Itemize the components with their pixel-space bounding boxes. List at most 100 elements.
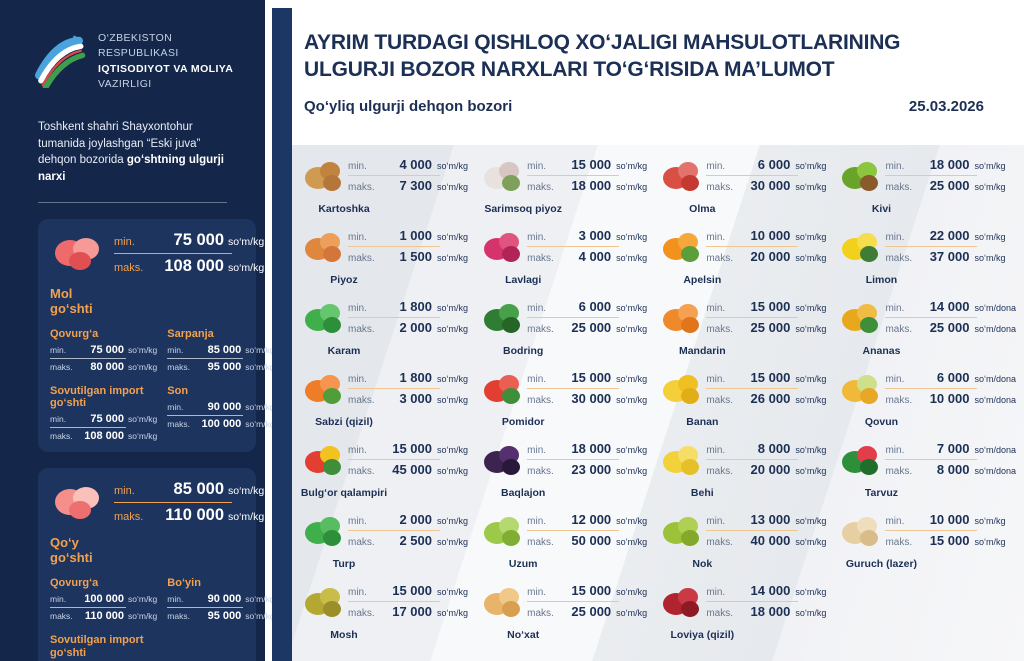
maks-label: maks. — [348, 608, 375, 619]
price-maks-line: maks. 25 000 so‘m/kg — [527, 320, 647, 335]
price-divider — [885, 529, 978, 531]
maks-unit: so‘m/kg — [616, 466, 648, 476]
product-name: No‘xat — [507, 629, 540, 641]
maks-unit: so‘m/kg — [437, 182, 469, 192]
min-label: min. — [167, 344, 184, 355]
maks-value: 95 000 — [207, 360, 242, 373]
product-name: Nok — [692, 558, 713, 570]
maks-label: maks. — [527, 608, 554, 619]
min-unit: so‘m/kg — [795, 303, 827, 313]
maks-label: maks. — [527, 537, 554, 548]
bulgor-qalampiri-icon — [302, 441, 348, 484]
meat-icon-block: Mol go‘shti — [50, 231, 106, 316]
min-value: 75 000 — [90, 343, 124, 356]
ananas-icon — [839, 299, 885, 342]
product-price-table: min. 1 800 so‘m/kg maks. 3 000 so‘m/kg — [348, 370, 468, 413]
maks-value: 25 000 — [929, 320, 970, 335]
logo-line-3: VAZIRLIGI — [98, 77, 152, 90]
price-maks-line: maks. 18 000 so‘m/kg — [527, 178, 647, 193]
karam-icon — [302, 299, 348, 342]
maks-label: maks. — [114, 261, 144, 274]
price-divider — [527, 458, 620, 460]
price-maks-line: maks. 30 000 so‘m/kg — [527, 391, 647, 406]
price-maks-line: maks. 2 000 so‘m/kg — [348, 320, 468, 335]
min-unit: so‘m/kg — [128, 344, 158, 355]
cut-name: Qovurg‘a — [50, 328, 99, 341]
min-label: min. — [50, 344, 67, 355]
maks-value: 18 000 — [571, 178, 612, 193]
product-price-table: min. 15 000 so‘m/kg maks. 18 000 so‘m/kg — [527, 157, 647, 200]
price-min-line: min. 6 000 so‘m/kg — [527, 299, 647, 314]
maks-label: maks. — [348, 182, 375, 193]
price-min-line: min. 1 800 so‘m/kg — [348, 299, 468, 314]
maks-unit: so‘m/kg — [128, 361, 158, 372]
price-min-line: min. 10 000 so‘m/kg — [706, 228, 826, 243]
meat-name: Mol go‘shti — [50, 285, 93, 316]
uzum-icon — [481, 512, 527, 555]
min-value: 2 000 — [399, 512, 432, 527]
price-min-line: min. 22 000 so‘m/kg — [885, 228, 1005, 243]
cut-min-line: min. 90 000 so‘m/kg — [167, 401, 274, 413]
meat-card-header: Mol go‘shti min. 75 000 so‘m/kg maks. 108 000… — [50, 231, 264, 316]
maks-value: 108 000 — [84, 429, 124, 442]
min-value: 18 000 — [929, 157, 970, 172]
min-value: 75 000 — [90, 412, 124, 425]
min-value: 15 000 — [571, 370, 612, 385]
price-maks-line: maks. 25 000 so‘m/kg — [885, 178, 1005, 193]
price-divider — [348, 316, 440, 318]
maks-value: 108 000 — [164, 256, 224, 275]
product-row: min. 14 000 so‘m/dona maks. 25 000 so‘m/dona — [839, 299, 1016, 342]
price-min-line: min. 7 000 so‘m/dona — [885, 441, 1016, 456]
apelsin-icon — [660, 228, 706, 271]
bodring-icon — [481, 299, 527, 342]
maks-unit: so‘m/kg — [437, 608, 469, 618]
min-unit: so‘m/kg — [228, 235, 265, 248]
price-divider — [527, 529, 620, 531]
maks-label: maks. — [885, 324, 913, 335]
maks-unit: so‘m/dona — [974, 324, 1016, 334]
product-cell: min. 6 000 so‘m/kg maks. 25 000 so‘m/kg Bodrin… — [479, 299, 655, 370]
product-row: min. 15 000 so‘m/kg maks. 30 000 so‘m/kg — [481, 370, 655, 413]
product-row: min. 1 800 so‘m/kg maks. 2 000 so‘m/kg — [302, 299, 476, 342]
cut-maks-line: maks. 95 000 so‘m/kg — [167, 361, 274, 373]
product-name: Apelsin — [683, 274, 722, 286]
price-min-line: min. 8 000 so‘m/kg — [706, 441, 826, 456]
cut-maks-line: maks. 108 000 so‘m/kg — [50, 430, 157, 442]
product-price-table: min. 2 000 so‘m/kg maks. 2 500 so‘m/kg — [348, 512, 468, 555]
behi-icon — [660, 441, 706, 484]
banan-icon — [660, 370, 706, 413]
min-value: 8 000 — [757, 441, 791, 456]
maks-label: maks. — [706, 608, 733, 619]
maks-label: maks. — [527, 253, 554, 264]
product-row: min. 18 000 so‘m/kg maks. 25 000 so‘m/kg — [839, 157, 1016, 200]
product-row: min. 15 000 so‘m/kg maks. 25 000 so‘m/kg — [481, 583, 655, 626]
meat-card: Qo‘y go‘shti min. 85 000 so‘m/kg maks. 110 00… — [38, 467, 275, 661]
maks-value: 4 000 — [578, 249, 612, 264]
sarimsoq-piyoz-icon — [481, 157, 527, 200]
product-cell: min. 4 000 so‘m/kg maks. 7 300 so‘m/kg Kartosh… — [300, 157, 476, 228]
min-unit: so‘m/kg — [795, 232, 827, 242]
product-price-table: min. 10 000 so‘m/kg maks. 15 000 so‘m/kg — [885, 512, 1005, 555]
product-name: Loviya (qizil) — [670, 629, 735, 641]
product-cell: min. 8 000 so‘m/kg maks. 20 000 so‘m/kg Behi — [658, 441, 834, 512]
cut-min-line: min. 100 000 so‘m/kg — [50, 593, 157, 605]
price-maks-line: maks. 23 000 so‘m/kg — [527, 462, 647, 477]
product-name: Uzum — [508, 558, 538, 570]
product-price-table: min. 6 000 so‘m/kg maks. 30 000 so‘m/kg — [706, 157, 826, 200]
product-price-table: min. 22 000 so‘m/kg maks. 37 000 so‘m/kg — [885, 228, 1005, 271]
maks-unit: so‘m/kg — [616, 395, 648, 405]
price-divider — [348, 458, 440, 460]
product-row: min. 1 000 so‘m/kg maks. 1 500 so‘m/kg — [302, 228, 476, 271]
maks-unit: so‘m/kg — [974, 537, 1006, 547]
price-divider — [50, 426, 126, 428]
min-value: 7 000 — [936, 441, 970, 456]
product-cell: min. 10 000 so‘m/kg maks. 15 000 so‘m/kg Guruc… — [837, 512, 1016, 583]
price-maks-line: maks. 4 000 so‘m/kg — [527, 249, 647, 264]
price-maks-line: maks. 20 000 so‘m/kg — [706, 462, 826, 477]
min-unit: so‘m/kg — [437, 303, 469, 313]
price-min-line: min. 12 000 so‘m/kg — [527, 512, 647, 527]
price-divider — [167, 357, 244, 359]
product-name: Sabzi (qizil) — [315, 416, 373, 428]
